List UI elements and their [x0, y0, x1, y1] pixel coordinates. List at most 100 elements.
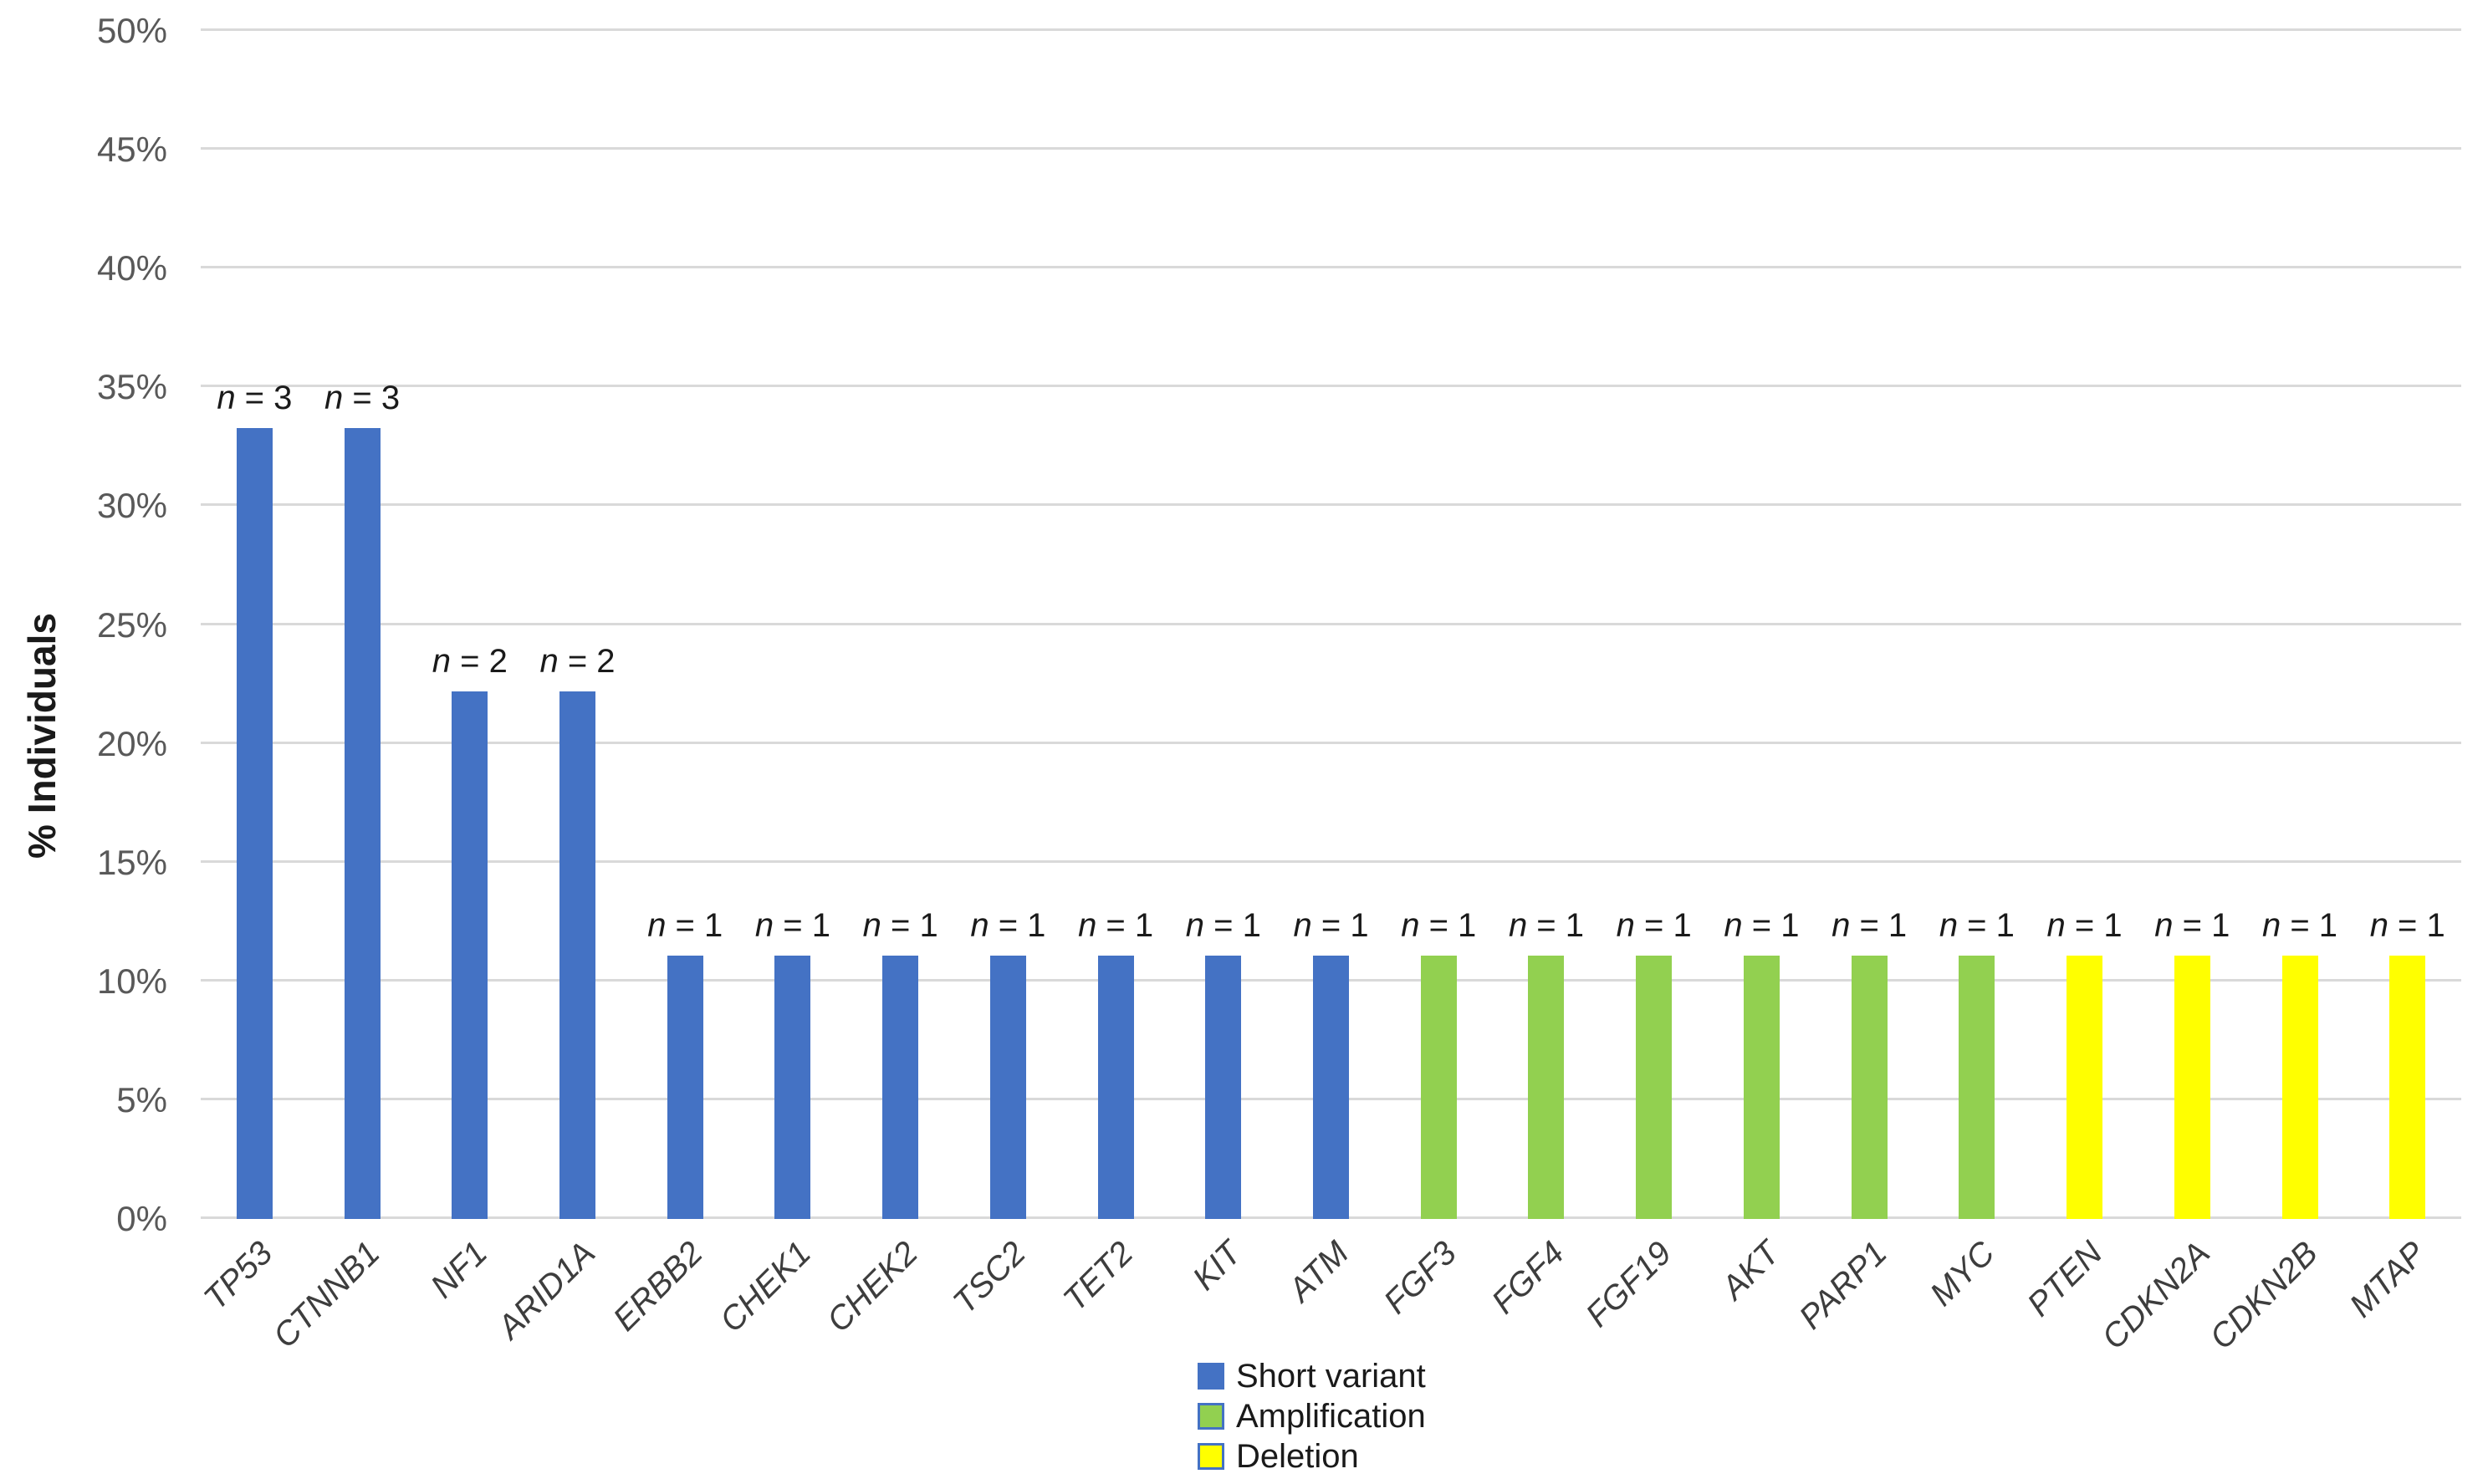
gene-axis-label: FGF3	[1377, 1234, 1464, 1321]
y-axis-tick-label: 15%	[96, 842, 167, 882]
y-axis-tick-label: 30%	[96, 486, 167, 526]
bar-slot: n = 1 CHEK1	[713, 31, 847, 1339]
bar	[2389, 955, 2426, 1219]
value-label-n: n	[1724, 906, 1743, 944]
bar-value-label: n = 1	[647, 909, 723, 942]
bar	[1851, 955, 1888, 1219]
bar-value-label: n = 3	[217, 381, 292, 415]
bar-value-label: n = 1	[2047, 909, 2123, 942]
bar	[2281, 955, 2318, 1219]
bar-value-label: n = 1	[1724, 909, 1799, 942]
bar-slot: n = 3 CTNNB1	[267, 31, 416, 1355]
bar-slot: n = 1 PTEN	[2021, 31, 2138, 1324]
bar-value-label: n = 1	[2262, 909, 2337, 942]
bar-value-label: n = 1	[1186, 909, 1261, 942]
legend-swatch-icon	[1198, 1443, 1224, 1470]
bar	[236, 427, 273, 1219]
value-label-count: = 1	[2388, 906, 2445, 944]
legend: Short variant Amplification Deletion	[1198, 1356, 1426, 1476]
bar	[882, 955, 919, 1219]
bar-slot: n = 1 PARP1	[1792, 31, 1923, 1337]
value-label-count: = 1	[1419, 906, 1477, 944]
bar	[1528, 955, 1565, 1219]
value-label-count: = 1	[774, 906, 830, 944]
bar-value-label: n = 1	[755, 909, 830, 942]
gene-axis-label: TET2	[1056, 1234, 1141, 1318]
bar	[1959, 955, 1995, 1219]
bar-slot: n = 1 TSC2	[947, 31, 1062, 1321]
bar	[452, 691, 488, 1219]
bar-slot: n = 1 CHEK2	[820, 31, 954, 1339]
bar-value-label: n = 3	[324, 381, 400, 415]
value-label-n: n	[1832, 906, 1851, 944]
y-axis-tick-label: 25%	[96, 604, 167, 645]
bar-value-label: n = 1	[1509, 909, 1584, 942]
legend-swatch-icon	[1198, 1363, 1224, 1390]
value-label-count: = 1	[1742, 906, 1800, 944]
bar-slot: n = 1 FGF19	[1579, 31, 1708, 1334]
y-axis-tick-label: 50%	[96, 11, 167, 50]
gridline	[201, 503, 2461, 507]
value-label-count: = 3	[343, 379, 401, 416]
value-label-n: n	[432, 643, 451, 681]
y-axis-tick-label: 20%	[96, 723, 167, 763]
value-label-n: n	[647, 906, 667, 944]
gene-axis-label: CHEK1	[713, 1234, 818, 1340]
value-label-count: = 1	[989, 906, 1046, 944]
value-label-count: = 1	[1850, 906, 1908, 944]
value-label-n: n	[217, 379, 236, 416]
gene-axis-label: FGF4	[1484, 1234, 1571, 1321]
bar-value-label: n = 1	[863, 909, 938, 942]
legend-item: Amplification	[1198, 1396, 1426, 1436]
y-axis-tick-label: 40%	[96, 248, 167, 288]
gridline	[201, 28, 2461, 31]
value-label-n: n	[1293, 906, 1312, 944]
gene-axis-label: PTEN	[2020, 1234, 2110, 1324]
bar-slot: n = 2 ARID1A	[491, 31, 631, 1346]
bar	[667, 955, 703, 1219]
value-label-count: = 1	[1311, 906, 1369, 944]
bar-value-label: n = 2	[432, 645, 508, 678]
gene-axis-label: ERBB2	[606, 1234, 710, 1339]
bar-value-label: n = 2	[539, 645, 615, 678]
value-label-count: = 1	[1634, 906, 1692, 944]
value-label-count: = 1	[2173, 906, 2230, 944]
value-label-count: = 1	[2281, 906, 2338, 944]
value-label-count: = 3	[235, 379, 293, 416]
bar-slot: n = 1 CDKN2B	[2203, 31, 2354, 1357]
bar-slot: n = 1 FGF4	[1484, 31, 1601, 1321]
gene-axis-label: KIT	[1185, 1234, 1249, 1298]
bar-slot: n = 1 KIT	[1169, 31, 1277, 1298]
bar-value-label: n = 1	[1617, 909, 1692, 942]
gene-axis-label: NF1	[423, 1234, 495, 1306]
gene-axis-label: TP53	[197, 1234, 280, 1318]
value-label-n: n	[862, 906, 881, 944]
bar	[989, 955, 1026, 1219]
y-axis-tick-label: 5%	[116, 1079, 167, 1119]
gene-axis-label: ARID1A	[490, 1234, 603, 1346]
plot-area: n = 3 TP53 n = 3 CTNNB1 n = 2 NF1 n = 2 …	[197, 28, 2461, 1357]
gene-axis-label: CDKN2A	[2095, 1234, 2217, 1357]
bar	[1743, 955, 1780, 1219]
bar-value-label: n = 1	[970, 909, 1045, 942]
legend-label: Amplification	[1236, 1398, 1426, 1435]
value-label-n: n	[324, 379, 344, 416]
legend-swatch-icon	[1198, 1403, 1224, 1430]
value-label-n: n	[2369, 906, 2388, 944]
bar-slot: n = 1 CDKN2A	[2095, 31, 2246, 1357]
bar-slot: n = 3 TP53	[197, 31, 309, 1318]
value-label-count: = 1	[881, 906, 938, 944]
legend-label: Short variant	[1236, 1358, 1426, 1395]
gridline	[201, 385, 2461, 388]
value-label-count: = 1	[1096, 906, 1154, 944]
gene-axis-label: MYC	[1923, 1234, 2002, 1313]
value-label-count: = 1	[1527, 906, 1585, 944]
value-label-n: n	[1508, 906, 1528, 944]
gene-axis-label: PARP1	[1792, 1234, 1894, 1337]
bar	[2067, 955, 2103, 1219]
bar-slot: n = 2 NF1	[416, 31, 524, 1305]
gridline	[201, 266, 2461, 269]
bar-value-label: n = 1	[1078, 909, 1153, 942]
bar-slot: n = 1 MTAP	[2342, 31, 2461, 1325]
